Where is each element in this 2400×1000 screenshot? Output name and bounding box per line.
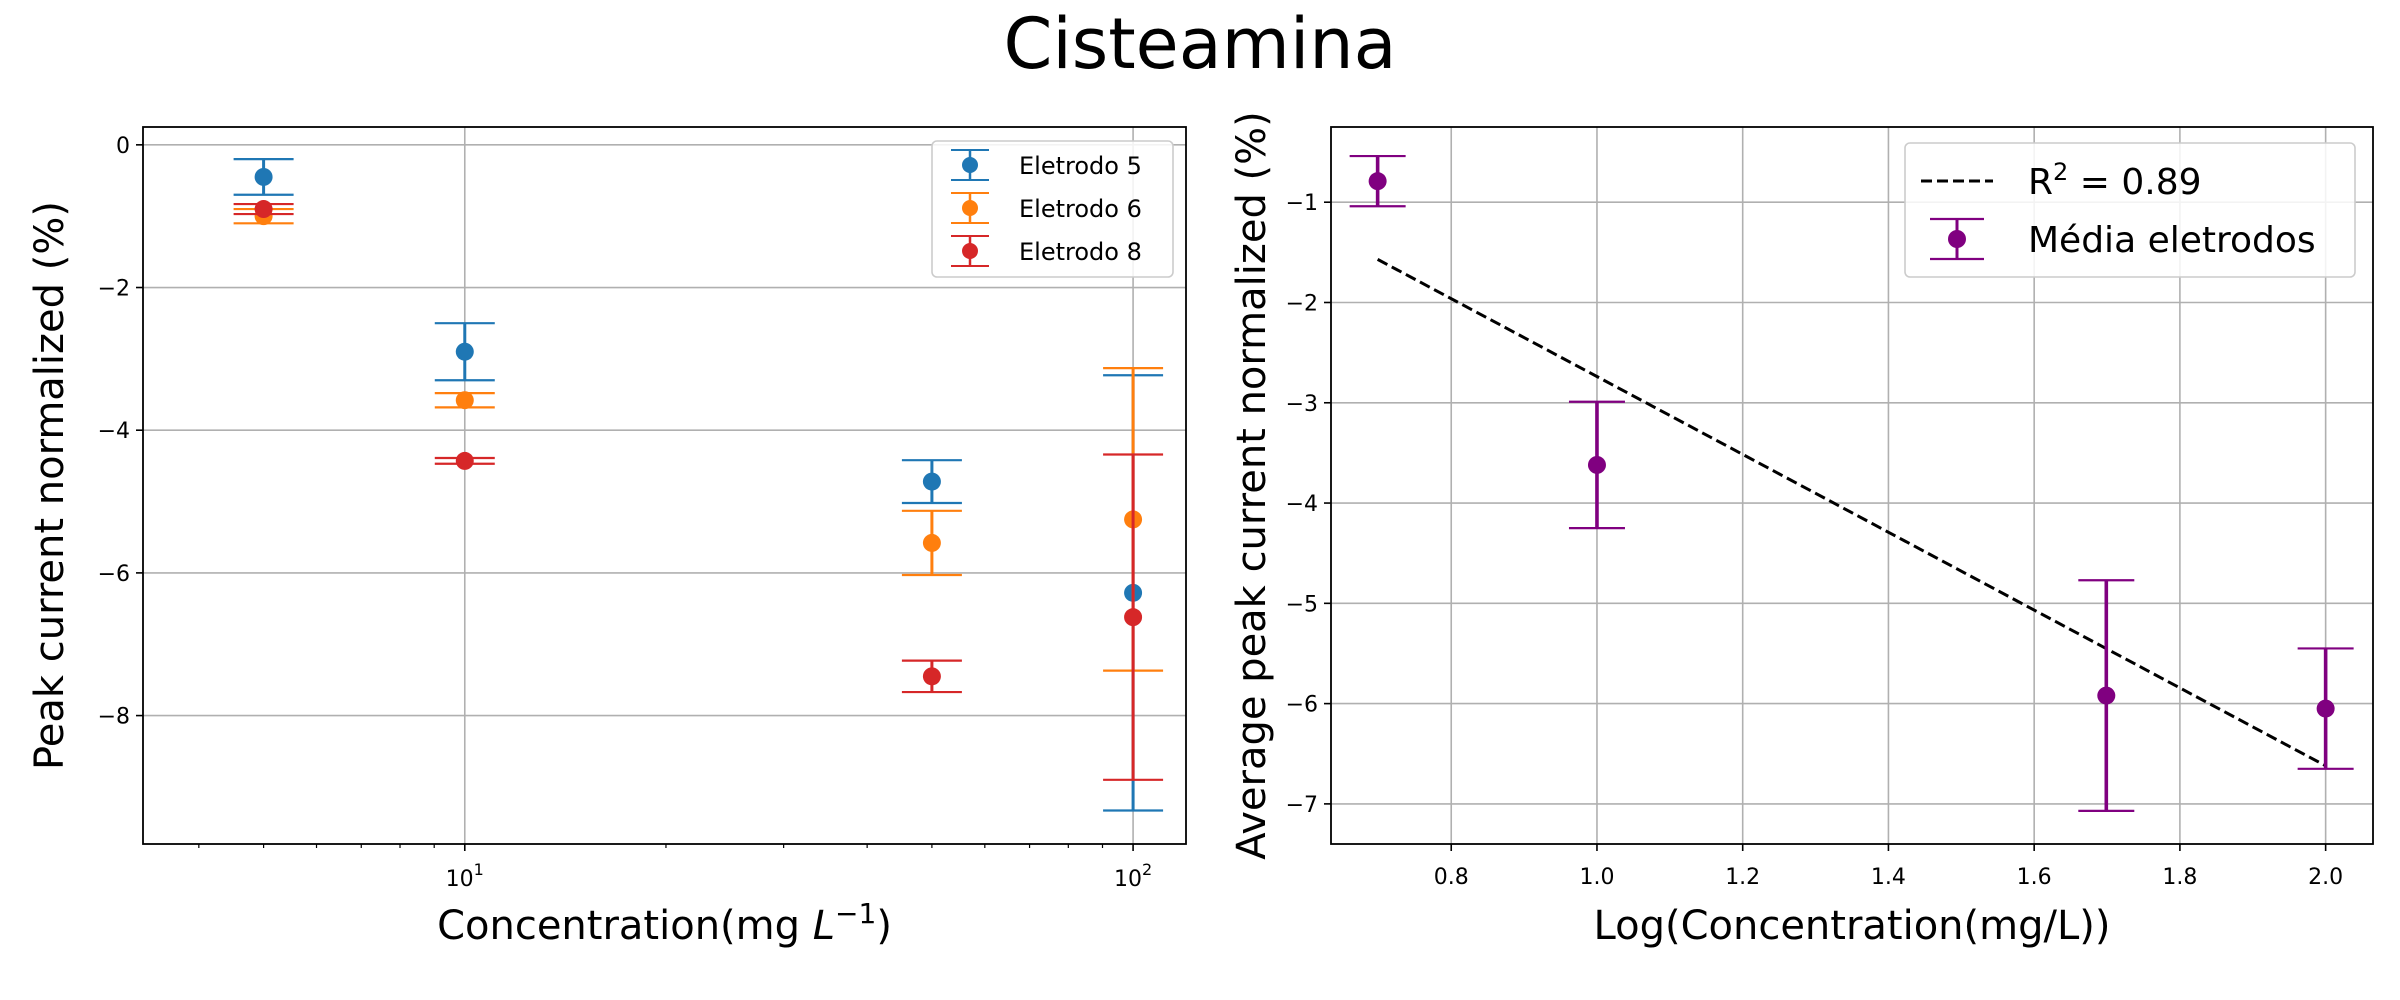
y-tick-label: −5 — [1286, 592, 1318, 617]
y-tick-label: −7 — [1286, 793, 1318, 818]
legend-label: Eletrodo 6 — [1019, 195, 1142, 223]
x-tick-label: 101 — [446, 860, 484, 892]
data-point — [1587, 455, 1606, 474]
plot-frame — [1330, 126, 2374, 845]
x-tick-label-exponent: 1 — [474, 860, 484, 879]
data-point — [2316, 699, 2335, 718]
data-point — [455, 451, 474, 470]
data-point — [455, 391, 474, 410]
x-tick-label-base: 10 — [446, 867, 474, 892]
x-tick-label: 1.0 — [1579, 865, 1614, 890]
y-tick-label: −2 — [1286, 291, 1318, 316]
legend-fit-label-sup: 2 — [2053, 158, 2068, 186]
y-tick-label: −3 — [1286, 392, 1318, 417]
data-point — [254, 200, 273, 219]
legend-label: Eletrodo 5 — [1019, 152, 1142, 180]
legend-label: Média eletrodos — [2028, 220, 2316, 261]
x-tick-label-exponent: 2 — [1142, 860, 1152, 879]
y-tick-label: −2 — [98, 277, 130, 302]
fit-line — [1376, 258, 2327, 768]
x-tick-label: 0.8 — [1434, 865, 1469, 890]
legend-fit-label: R2 = 0.89 — [2028, 158, 2202, 203]
y-tick-label: −4 — [98, 419, 130, 444]
legend-fit-label-main: R — [2028, 162, 2053, 203]
plot-frame — [142, 126, 1187, 845]
series-eletrodo-8 — [233, 200, 1164, 781]
legend-marker — [962, 157, 978, 173]
x-axis-label-exponent: −1 — [835, 897, 876, 930]
figure-title: Cisteamina — [1003, 3, 1396, 85]
legend-frame — [931, 140, 1174, 278]
y-tick-label: −4 — [1286, 492, 1318, 517]
x-tick-label: 1.4 — [1871, 865, 1906, 890]
x-tick-label: 1.2 — [1725, 865, 1760, 890]
grid — [1331, 127, 2373, 844]
legend-fit-label-rest: = 0.89 — [2068, 162, 2201, 203]
chart-right: 0.8 1.0 1.2 1.4 1.6 1.8 2.0 −1 −2 −3 −4 −5 −6 −7 Log(C… — [1229, 111, 2374, 949]
y-tick-label: 0 — [116, 134, 130, 159]
data-point — [455, 342, 474, 361]
data-point — [1124, 608, 1143, 627]
y-tick-label: −1 — [1286, 191, 1318, 216]
legend: Eletrodo 5 Eletrodo 6 Eletrodo 8 — [931, 140, 1174, 278]
legend: R2 = 0.89 Média eletrodos — [1904, 142, 2356, 278]
data-point — [254, 167, 273, 186]
data-point — [2097, 686, 2116, 705]
y-tick-label: −8 — [98, 705, 130, 730]
x-axis-label: Concentration(mg L−1) — [437, 897, 892, 949]
legend-marker — [962, 200, 978, 216]
x-axis-label-close: ) — [876, 903, 892, 949]
legend-marker — [962, 243, 978, 259]
data-point — [1368, 172, 1387, 191]
y-axis-label: Peak current normalized (%) — [27, 201, 73, 770]
data-point — [922, 533, 941, 552]
x-tick-label: 102 — [1114, 860, 1152, 892]
x-tick-label: 1.8 — [2162, 865, 2197, 890]
x-tick-label: 2.0 — [2308, 865, 2343, 890]
x-axis-label-main: Concentration(mg — [437, 903, 813, 949]
x-tick-label: 1.6 — [2017, 865, 2052, 890]
x-tick-label-base: 10 — [1114, 867, 1142, 892]
legend-label: Eletrodo 8 — [1019, 238, 1142, 266]
x-axis-label-unit: L — [813, 903, 835, 949]
y-tick-label: −6 — [1286, 693, 1318, 718]
y-axis-label: Average peak current normalized (%) — [1229, 111, 1275, 860]
data-point — [922, 472, 941, 491]
legend-frame — [1904, 142, 2356, 278]
x-axis-label: Log(Concentration(mg/L)) — [1594, 903, 2111, 949]
data-point — [922, 667, 941, 686]
legend-marker — [1948, 230, 1966, 248]
y-tick-label: −6 — [98, 562, 130, 587]
series-m-dia-eletrodos — [1349, 154, 2354, 813]
